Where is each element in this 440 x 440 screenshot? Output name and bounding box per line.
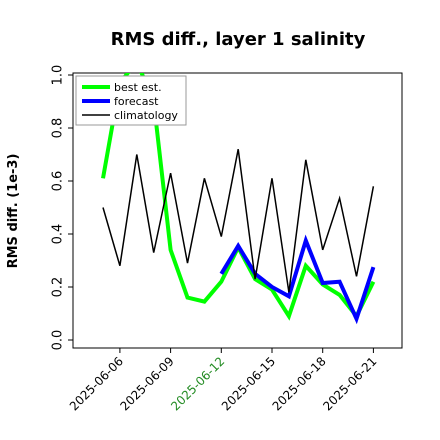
y-tick-label: 1.0 [51,65,66,86]
legend-label-climatology: climatology [114,109,178,122]
y-tick-label: 0.8 [51,118,66,139]
chart-title: RMS diff., layer 1 salinity [111,29,366,50]
y-tick-label: 0.2 [51,277,66,298]
y-axis: 0.0 0.2 0.4 0.6 0.8 1.0 [51,65,73,351]
y-tick-label: 0.4 [51,224,66,245]
series-line-forecast [219,234,376,325]
series-line-climatology [102,149,375,293]
legend-label-best-est: best est. [114,81,162,94]
y-tick-label: 0.6 [51,171,66,192]
x-tick-label: 2025-06-21 [320,354,379,413]
legend: best est. forecast climatology [75,75,187,126]
x-axis: 2025-06-062025-06-092025-06-122025-06-15… [67,348,380,413]
plot-area [72,72,403,349]
legend-label-forecast: forecast [114,95,159,108]
y-axis-label: RMS diff. (1e-3) [6,154,21,269]
y-tick-label: 0.0 [51,330,66,351]
